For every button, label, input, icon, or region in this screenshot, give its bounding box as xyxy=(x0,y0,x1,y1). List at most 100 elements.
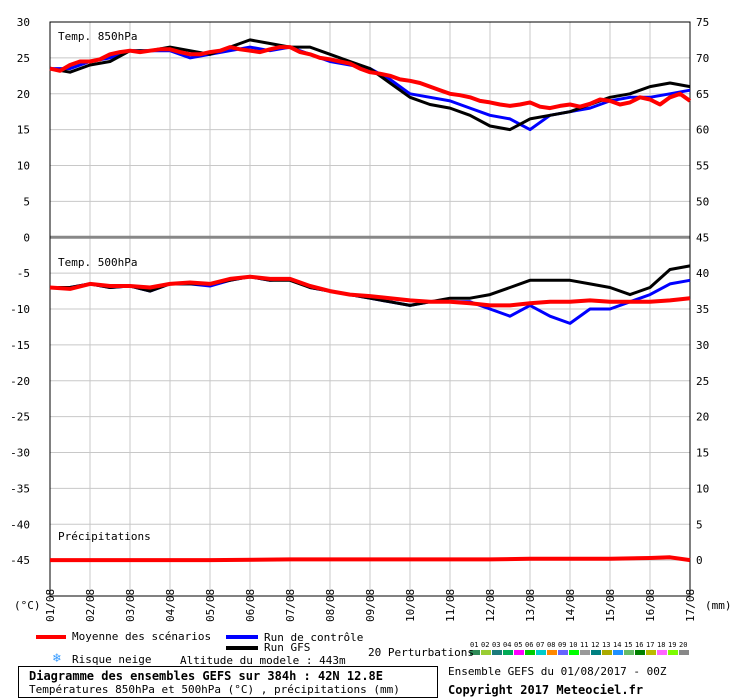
left-tick-label: -20 xyxy=(10,375,30,388)
copyright: Copyright 2017 Meteociel.fr xyxy=(448,683,644,697)
perturbation-swatch xyxy=(635,650,645,655)
right-unit-label: (mm) xyxy=(705,599,732,612)
x-tick-label: 14/08 xyxy=(564,589,577,622)
perturbation-swatch xyxy=(613,650,623,655)
plot-frame xyxy=(49,21,691,597)
perturbation-swatch xyxy=(668,650,678,655)
run-info: Ensemble GEFS du 01/08/2017 - 00Z xyxy=(448,665,667,678)
right-tick-label: 60 xyxy=(696,124,709,137)
perturbation-swatch xyxy=(657,650,667,655)
right-tick-label: 65 xyxy=(696,88,709,101)
left-tick-label: 15 xyxy=(17,124,30,137)
altitude-label: Altitude du modele : 443m xyxy=(180,654,346,667)
perturbation-id: 04 xyxy=(503,641,511,649)
chart-title: Diagramme des ensembles GEFS sur 384h : … xyxy=(29,669,384,683)
perturbation-id: 14 xyxy=(613,641,621,649)
x-tick-label: 08/08 xyxy=(324,589,337,622)
perturbation-swatch xyxy=(514,650,524,655)
right-tick-label: 25 xyxy=(696,375,709,388)
axis-ticks: 01/08 02/08 03/08 04/08 05/08 06/08 07/08 08/08… xyxy=(10,16,709,622)
right-tick-label: 10 xyxy=(696,482,709,495)
left-tick-label: -25 xyxy=(10,411,30,424)
right-tick-label: 35 xyxy=(696,303,709,316)
t500-mean-line xyxy=(49,274,691,308)
perturbation-id: 13 xyxy=(602,641,610,649)
x-tick-label: 01/08 xyxy=(44,589,57,622)
left-tick-label: 20 xyxy=(17,88,30,101)
x-tick-label: 11/08 xyxy=(444,589,457,622)
perturbation-id: 09 xyxy=(558,641,566,649)
perturbation-id: 17 xyxy=(646,641,654,649)
perturbation-id: 20 xyxy=(679,641,687,649)
panel-label-t850: Temp. 850hPa xyxy=(58,30,138,43)
chart-subtitle: Températures 850hPa et 500hPa (°C) , pré… xyxy=(29,683,400,696)
t500-gfs-line xyxy=(50,264,691,307)
legend-gfs-label: Run GFS xyxy=(264,641,311,654)
panel-label-t500: Temp. 500hPa xyxy=(58,256,138,269)
perturbation-id: 01 xyxy=(470,641,478,649)
x-tick-label: 17/08 xyxy=(684,589,697,622)
perturbation-id: 03 xyxy=(492,641,500,649)
left-tick-label: -5 xyxy=(17,267,30,280)
right-tick-label: 5 xyxy=(696,518,703,531)
x-tick-label: 07/08 xyxy=(284,589,297,622)
perturbation-swatch xyxy=(547,650,557,655)
left-tick-label: -15 xyxy=(10,339,30,352)
right-tick-label: 30 xyxy=(696,339,709,352)
x-tick-label: 16/08 xyxy=(644,589,657,622)
perturbation-swatch xyxy=(679,650,689,655)
left-tick-label: -40 xyxy=(10,518,30,531)
perturbation-swatch xyxy=(503,650,513,655)
x-tick-label: 15/08 xyxy=(604,589,617,622)
right-tick-label: 40 xyxy=(696,267,709,280)
perturbation-id: 16 xyxy=(635,641,643,649)
x-tick-label: 13/08 xyxy=(524,589,537,622)
snowflake-icon: ❄ xyxy=(53,651,61,666)
series-layer xyxy=(49,38,692,563)
perturbation-swatch xyxy=(602,650,612,655)
perturbation-swatch xyxy=(591,650,601,655)
left-tick-label: -35 xyxy=(10,482,30,495)
perturbation-swatch xyxy=(470,650,480,655)
perturbation-swatch xyxy=(558,650,568,655)
left-tick-label: -45 xyxy=(10,554,30,567)
perturbation-swatch xyxy=(492,650,502,655)
precip-mean-line xyxy=(50,555,691,563)
perturbation-id: 18 xyxy=(657,641,665,649)
x-tick-label: 06/08 xyxy=(244,589,257,622)
perturbation-id: 19 xyxy=(668,641,676,649)
perturbation-swatch xyxy=(536,650,546,655)
perturbation-id: 11 xyxy=(580,641,588,649)
left-tick-label: 10 xyxy=(17,160,30,173)
perturbation-swatch xyxy=(569,650,579,655)
perturbation-id: 06 xyxy=(525,641,533,649)
legend-perturbations-label: 20 Perturbations xyxy=(368,646,474,659)
perturbation-id: 05 xyxy=(514,641,522,649)
perturbation-swatch xyxy=(525,650,535,655)
left-tick-label: -30 xyxy=(10,447,30,460)
legend-control-label: Run de contrôle xyxy=(264,631,364,644)
right-tick-label: 20 xyxy=(696,411,709,424)
perturbation-id: 08 xyxy=(547,641,555,649)
left-tick-label: -10 xyxy=(10,303,30,316)
left-unit-label: (°C) xyxy=(14,599,41,612)
right-tick-label: 0 xyxy=(696,554,703,567)
perturbation-swatch xyxy=(646,650,656,655)
x-tick-label: 04/08 xyxy=(164,589,177,622)
x-tick-label: 03/08 xyxy=(124,589,137,622)
x-tick-label: 02/08 xyxy=(84,589,97,622)
legend: 01 02 03 04 05 06 07 08 09 10 11 12 13 14 15 16 17 18 19 20 xyxy=(36,635,689,655)
panel-label-precip: Précipitations xyxy=(58,530,151,543)
perturbation-id: 12 xyxy=(591,641,599,649)
x-tick-label: 10/08 xyxy=(404,589,417,622)
perturbation-swatch xyxy=(481,650,491,655)
grid-lines xyxy=(49,21,691,597)
left-tick-label: 0 xyxy=(23,231,30,244)
right-tick-label: 75 xyxy=(696,16,709,29)
left-tick-label: 30 xyxy=(17,16,30,29)
perturbation-swatch xyxy=(624,650,634,655)
perturbation-id: 02 xyxy=(481,641,489,649)
perturbation-id: 07 xyxy=(536,641,544,649)
x-tick-label: 12/08 xyxy=(484,589,497,622)
